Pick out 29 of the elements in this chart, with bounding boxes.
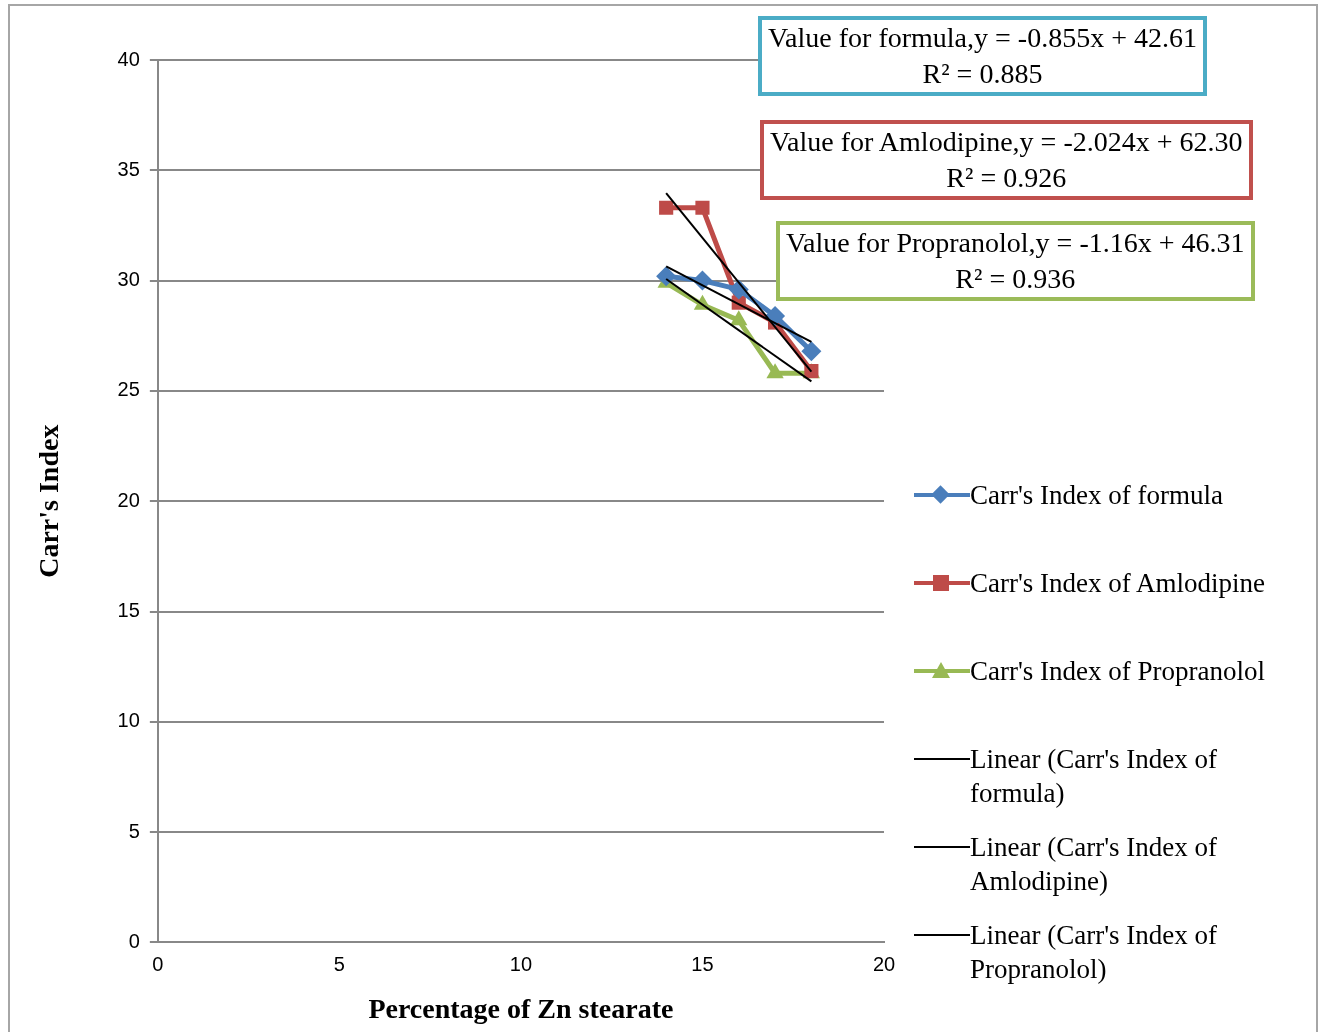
y-axis-title: Carr's Index: [33, 424, 65, 578]
y-tick-label: 15: [117, 599, 140, 622]
x-tick-label: 20: [872, 952, 896, 975]
point: [659, 200, 674, 215]
y-tick-label: 5: [128, 819, 140, 842]
x-tick-label: 5: [333, 952, 345, 975]
point: [695, 200, 710, 215]
y-tick-label: 30: [117, 268, 140, 291]
y-tick-label: 10: [117, 709, 140, 732]
y-tick-label: 40: [117, 47, 140, 70]
x-axis-title: Percentage of Zn stearate: [368, 993, 674, 1025]
x-tick-label: 15: [691, 952, 714, 975]
point: [656, 266, 677, 287]
legend-label: Linear (Carr's Index of formula): [970, 743, 1218, 810]
y-tick-label: 0: [128, 929, 140, 952]
legend-label: Linear (Carr's Index of Amlodipine): [970, 831, 1218, 898]
y-tick-label: 35: [117, 157, 140, 180]
y-tick-label: 20: [117, 488, 140, 511]
annotation: Value for formula,y = -0.855x + 42.61 R² = 0.885: [758, 16, 1207, 96]
annotation: Value for Amlodipine,y = -2.024x + 62.30 R² = 0.926: [760, 120, 1253, 200]
legend-label: Carr's Index of formula: [970, 479, 1225, 512]
legend-label: Carr's Index of Propranolol: [970, 655, 1267, 688]
point: [801, 341, 822, 362]
annotation: Value for Propranolol,y = -1.16x + 46.31 R² = 0.936: [776, 221, 1255, 301]
y-tick-label: 25: [117, 378, 140, 401]
x-tick-label: 10: [509, 952, 533, 975]
legend-label: Carr's Index of Amlodipine: [970, 567, 1267, 600]
legend-label: Linear (Carr's Index of Propranolol): [970, 919, 1218, 986]
x-tick-label: 0: [152, 952, 164, 975]
